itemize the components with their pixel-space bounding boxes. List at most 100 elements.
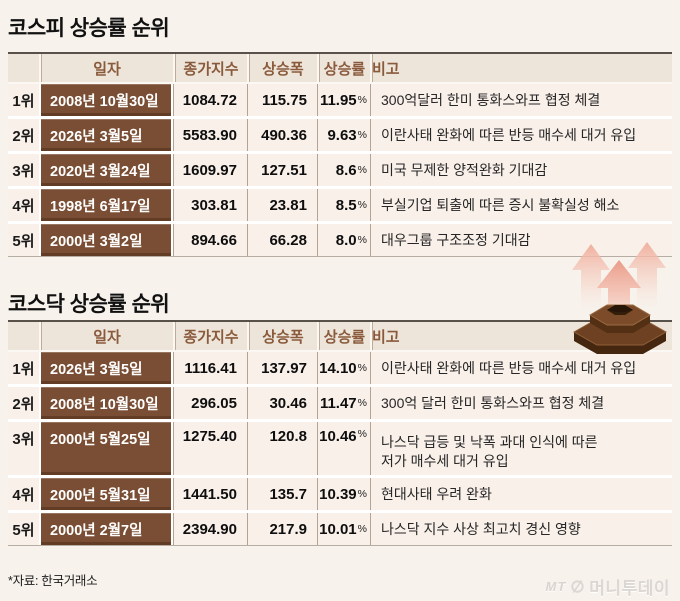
mt-monogram: MT (545, 579, 567, 594)
change-cell: 23.81 (247, 189, 317, 221)
note-cell: 이란사태 완화에 따른 반등 매수세 대거 유입 (370, 119, 672, 151)
note-text: 이란사태 완화에 따른 반등 매수세 대거 유입 (381, 359, 637, 376)
note-cell: 나스닥 지수 사상 최고치 경신 영향 (370, 513, 672, 545)
date-cell: 2026년 3월5일 (39, 119, 173, 151)
table-row: 5위 2000년 3월2일 894.66 66.28 8.0% 대우그룹 구조조… (8, 224, 672, 256)
rank-cell: 3위 (12, 162, 35, 180)
kospi-rank-table: 일자 종가지수 상승폭 상승률 비고 1위 2008년 10월30일 1084.… (8, 52, 672, 257)
header-cell-note: 비고 (370, 322, 672, 350)
rate-value: 11.95 (319, 91, 357, 109)
note-cell: 300억 달러 한미 통화스와프 협정 체결 (370, 387, 672, 419)
note-text: 대우그룹 구조조정 기대감 (381, 231, 531, 248)
table-row: 3위 2000년 5월25일 1275.40 120.8 10.46% 나스닥 … (8, 422, 672, 478)
percent-sign: % (357, 488, 367, 500)
close-index-cell: 1084.72 (173, 84, 247, 116)
rank-cell: 3위 (12, 431, 35, 448)
note-cell: 300억달러 한미 통화스와프 협정 체결 (370, 84, 672, 116)
percent-sign: % (357, 129, 367, 141)
note-text: 미국 무제한 양적완화 기대감 (381, 161, 548, 178)
table-row: 1위 2008년 10월30일 1084.72 115.75 11.95% 30… (8, 84, 672, 119)
close-index-cell: 1441.50 (173, 478, 247, 510)
percent-sign: % (357, 199, 367, 211)
note-cell: 대우그룹 구조조정 기대감 (370, 224, 672, 256)
rise-arrows-podium-graphic (572, 242, 668, 354)
note-text: 현대사태 우려 완화 (381, 485, 492, 502)
moneytoday-wordmark: 머니투데이 (589, 579, 670, 598)
header-cell-date: 일자 (39, 322, 173, 350)
kosdaq-section-title: 코스닥 상승률 순위 (8, 293, 170, 316)
header-cell-rate: 상승률 (317, 322, 370, 350)
rate-value: 8.0 (335, 231, 357, 249)
rate-cell: 8.6% (317, 154, 370, 186)
date-cell: 2020년 3월24일 (39, 154, 173, 186)
date-cell: 2000년 5월25일 (39, 422, 173, 475)
change-cell: 135.7 (247, 478, 317, 510)
note-text: 이란사태 완화에 따른 반등 매수세 대거 유입 (381, 126, 637, 143)
rate-value: 10.39 (319, 485, 357, 503)
note-text: 나스닥 지수 사상 최고치 경신 영향 (381, 520, 581, 537)
moneytoday-symbol-icon (571, 579, 584, 594)
header-cell-note: 비고 (370, 54, 672, 82)
change-cell: 66.28 (247, 224, 317, 256)
header-cell-rank (8, 54, 39, 82)
rate-cell: 9.63% (317, 119, 370, 151)
rate-cell: 11.47% (317, 387, 370, 419)
table-row: 5위 2000년 2월7일 2394.90 217.9 10.01% 나스닥 지… (8, 513, 672, 545)
percent-sign: % (357, 164, 367, 176)
rate-cell: 10.39% (317, 478, 370, 510)
table-header-row: 일자 종가지수 상승폭 상승률 비고 (8, 54, 672, 84)
source-footnote: *자료: 한국거래소 (8, 574, 98, 588)
rate-value: 10.01 (319, 520, 357, 538)
percent-sign: % (357, 397, 367, 409)
rate-cell: 8.0% (317, 224, 370, 256)
rate-cell: 14.10% (317, 352, 370, 384)
header-cell-close: 종가지수 (173, 322, 247, 350)
change-cell: 127.51 (247, 154, 317, 186)
table-row: 2위 2008년 10월30일 296.05 30.46 11.47% 300억… (8, 387, 672, 422)
change-cell: 217.9 (247, 513, 317, 545)
change-cell: 120.8 (247, 422, 317, 475)
change-cell: 490.36 (247, 119, 317, 151)
date-cell: 2008년 10월30일 (39, 387, 173, 419)
date-cell: 2026년 3월5일 (39, 352, 173, 384)
close-index-cell: 1116.41 (173, 352, 247, 384)
header-cell-rank (8, 322, 39, 350)
note-cell: 미국 무제한 양적완화 기대감 (370, 154, 672, 186)
close-index-cell: 5583.90 (173, 119, 247, 151)
change-cell: 115.75 (247, 84, 317, 116)
note-text-line2: 저가 매수세 대거 유입 (381, 452, 509, 469)
close-index-cell: 303.81 (173, 189, 247, 221)
table-row: 1위 2026년 3월5일 1116.41 137.97 14.10% 이란사태… (8, 352, 672, 387)
close-index-cell: 894.66 (173, 224, 247, 256)
note-text: 나스닥 급등 및 낙폭 과대 인식에 따른 (381, 433, 598, 450)
percent-sign: % (357, 234, 367, 246)
date-cell: 2008년 10월30일 (39, 84, 173, 116)
percent-sign: % (357, 523, 367, 535)
note-text: 300억달러 한미 통화스와프 협정 체결 (381, 91, 601, 108)
note-cell: 부실기업 퇴출에 따른 증시 불확실성 해소 (370, 189, 672, 221)
kospi-section-title: 코스피 상승률 순위 (8, 17, 170, 40)
change-cell: 30.46 (247, 387, 317, 419)
close-index-cell: 296.05 (173, 387, 247, 419)
rate-value: 8.6 (335, 161, 357, 179)
rate-cell: 11.95% (317, 84, 370, 116)
date-cell: 2000년 5월31일 (39, 478, 173, 510)
date-cell: 2000년 3월2일 (39, 224, 173, 256)
table-header-row: 일자 종가지수 상승폭 상승률 비고 (8, 322, 672, 352)
rank-cell: 5위 (12, 521, 35, 539)
rank-cell: 4위 (12, 197, 35, 215)
rate-cell: 8.5% (317, 189, 370, 221)
header-cell-date: 일자 (39, 54, 173, 82)
rate-value: 11.47 (319, 394, 357, 412)
close-index-cell: 1609.97 (173, 154, 247, 186)
note-cell: 현대사태 우려 완화 (370, 478, 672, 510)
date-cell: 1998년 6월17일 (39, 189, 173, 221)
rate-cell: 10.01% (317, 513, 370, 545)
header-cell-change: 상승폭 (247, 322, 317, 350)
podium-icon (572, 304, 668, 354)
table-row: 4위 2000년 5월31일 1441.50 135.7 10.39% 현대사태… (8, 478, 672, 513)
note-cell: 이란사태 완화에 따른 반등 매수세 대거 유입 (370, 352, 672, 384)
rank-cell: 5위 (12, 232, 35, 250)
